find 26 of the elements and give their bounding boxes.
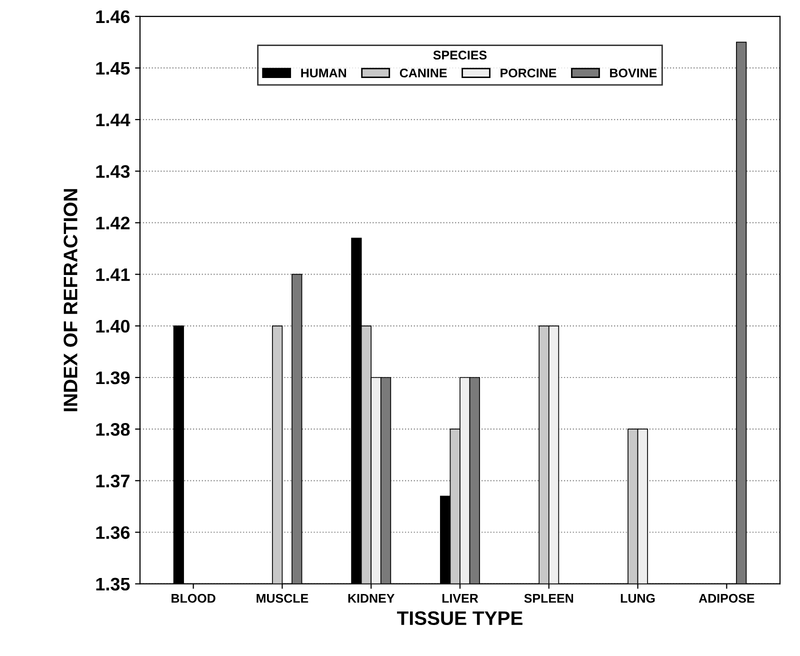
y-tick-label: 1.35 xyxy=(96,578,130,591)
y-tick-label: 1.46 xyxy=(96,10,130,24)
legend-label: CANINE xyxy=(400,68,447,78)
y-tick-label: 1.45 xyxy=(96,62,130,75)
x-tick-label: LIVER xyxy=(442,594,478,603)
x-tick-label: LUNG xyxy=(620,594,655,603)
legend-label: PORCINE xyxy=(500,68,556,78)
y-tick-label: 1.43 xyxy=(96,165,130,178)
y-tick-label: 1.36 xyxy=(96,526,130,539)
x-axis-title: TISSUE TYPE xyxy=(397,611,522,626)
legend-label: BOVINE xyxy=(610,68,657,78)
legend-label: HUMAN xyxy=(301,68,346,78)
y-tick-label: 1.41 xyxy=(96,268,130,281)
y-tick-label: 1.42 xyxy=(96,216,130,230)
y-axis-title: INDEX OF REFRACTION xyxy=(64,189,78,412)
x-tick-label: ADIPOSE xyxy=(698,594,754,603)
x-tick-label: KIDNEY xyxy=(348,594,395,603)
x-tick-label: MUSCLE xyxy=(256,594,308,603)
y-tick-label: 1.38 xyxy=(96,423,130,436)
legend-title: SPECIES xyxy=(433,50,487,60)
x-tick-label: BLOOD xyxy=(172,594,216,603)
y-tick-label: 1.40 xyxy=(96,320,130,333)
y-tick-label: 1.44 xyxy=(96,114,130,126)
x-tick-label: SPLEEN xyxy=(524,594,574,603)
y-tick-label: 1.37 xyxy=(96,474,130,488)
y-tick-label: 1.39 xyxy=(96,371,130,384)
